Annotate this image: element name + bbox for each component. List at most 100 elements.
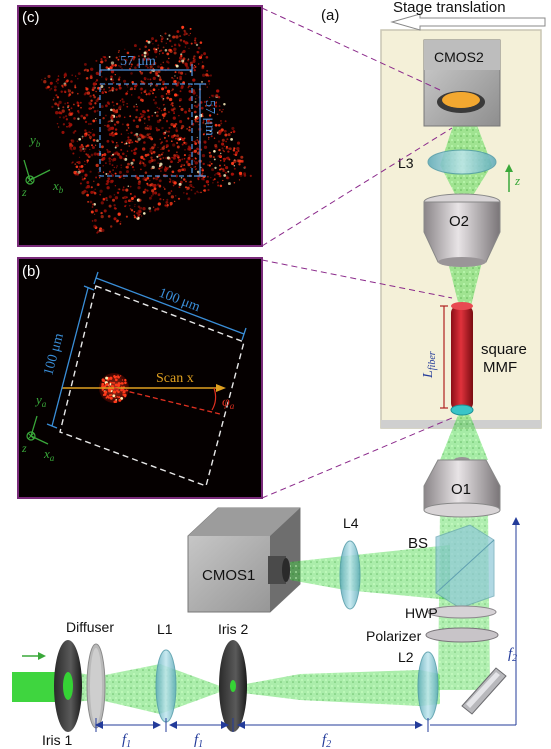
speckle-dot: [101, 91, 105, 95]
speckle-dot: [91, 145, 95, 150]
speckle-dot: [223, 160, 226, 162]
speckle-dot: [181, 124, 185, 128]
speckle-dot: [171, 45, 173, 47]
speckle-dot: [189, 70, 192, 73]
speckle-dot: [181, 25, 185, 29]
speckle-dot: [162, 46, 165, 49]
speckle-dot: [167, 149, 170, 152]
speckle-dot: [140, 155, 144, 159]
speckle-dot: [87, 123, 90, 125]
speckle-dot: [156, 207, 160, 211]
speckle-dot: [143, 158, 146, 161]
speckle-dot: [90, 107, 92, 109]
speckle-dot: [130, 164, 133, 167]
speckle-dot: [172, 80, 176, 84]
bs-label: BS: [408, 535, 428, 552]
speckle-dot: [180, 107, 184, 111]
speckle-dot: [80, 106, 82, 109]
speckle-dot: [190, 42, 193, 45]
speckle-dot: [196, 50, 200, 54]
speckle-dot: [184, 110, 188, 114]
speckle-dot: [163, 108, 166, 112]
speckle-dot: [231, 161, 235, 166]
speckle-dot: [101, 384, 104, 388]
inset-b-axis-z: z: [21, 441, 27, 455]
speckle-dot: [73, 170, 77, 175]
speckle-dot: [105, 382, 109, 386]
speckle-dot: [115, 115, 118, 119]
speckle-dot: [154, 39, 158, 42]
speckle-dot: [117, 188, 119, 190]
speckle-dot: [53, 88, 57, 92]
speckle-dot: [117, 390, 120, 394]
speckle-dot: [96, 139, 99, 142]
speckle-dot: [162, 99, 165, 101]
speckle-dot: [105, 197, 108, 200]
speckle-dot: [70, 107, 73, 110]
speckle-dot: [95, 176, 98, 179]
speckle-dot: [92, 82, 97, 86]
speckle-dot: [149, 210, 152, 213]
speckle-dot: [139, 70, 142, 73]
speckle-dot: [188, 47, 190, 50]
speckle-dot: [186, 188, 188, 191]
speckle-dot: [198, 55, 203, 60]
speckle-dot: [119, 375, 122, 377]
speckle-dot: [73, 117, 76, 120]
speckle-dot: [78, 156, 81, 159]
speckle-dot: [109, 376, 113, 380]
speckle-dot: [206, 118, 211, 123]
speckle-dot: [201, 73, 206, 77]
speckle-dot: [104, 114, 107, 117]
speckle-dot: [97, 86, 100, 90]
speckle-dot: [103, 153, 107, 157]
speckle-dot: [111, 118, 114, 121]
speckle-dot: [144, 78, 146, 81]
speckle-dot: [155, 176, 159, 181]
inset-c-axis-y: yb: [28, 132, 41, 149]
speckle-dot: [227, 170, 230, 173]
speckle-dot: [139, 48, 141, 50]
speckle-dot: [205, 105, 207, 107]
speckle-dot: [80, 114, 84, 118]
speckle-dot: [106, 179, 110, 183]
speckle-dot: [130, 161, 134, 165]
speckle-dot: [62, 106, 65, 109]
inset-c-speckle: [41, 25, 252, 234]
speckle-dot: [168, 34, 171, 37]
speckle-dot: [165, 139, 169, 143]
speckle-dot: [84, 160, 86, 162]
speckle-dot: [130, 72, 133, 75]
speckle-dot: [137, 186, 141, 190]
speckle-dot: [215, 101, 217, 103]
speckle-dot: [179, 138, 182, 141]
speckle-dot: [149, 147, 152, 150]
speckle-dot: [98, 149, 100, 151]
f2-label-horizontal: f2: [322, 732, 331, 749]
speckle-dot: [219, 152, 222, 155]
speckle-dot: [232, 130, 236, 133]
speckle-dot: [88, 135, 92, 139]
speckle-dot: [56, 96, 60, 99]
speckle-dot: [66, 125, 68, 128]
speckle-dot: [106, 57, 108, 59]
speckle-dot: [102, 117, 105, 120]
speckle-dot: [170, 108, 174, 112]
speckle-dot: [102, 164, 105, 167]
speckle-dot: [157, 70, 161, 73]
speckle-dot: [138, 198, 142, 202]
speckle-dot: [162, 156, 165, 159]
speckle-dot: [143, 55, 147, 58]
speckle-dot: [194, 98, 197, 100]
speckle-dot: [155, 128, 159, 132]
speckle-dot: [109, 383, 112, 386]
speckle-dot: [118, 105, 122, 109]
speckle-dot: [77, 161, 81, 165]
speckle-dot: [68, 93, 72, 96]
speckle-dot: [180, 127, 183, 130]
speckle-dot: [111, 64, 114, 67]
speckle-dot: [183, 154, 186, 157]
speckle-dot: [86, 144, 90, 148]
speckle-dot: [159, 76, 162, 78]
speckle-dot: [194, 161, 198, 165]
